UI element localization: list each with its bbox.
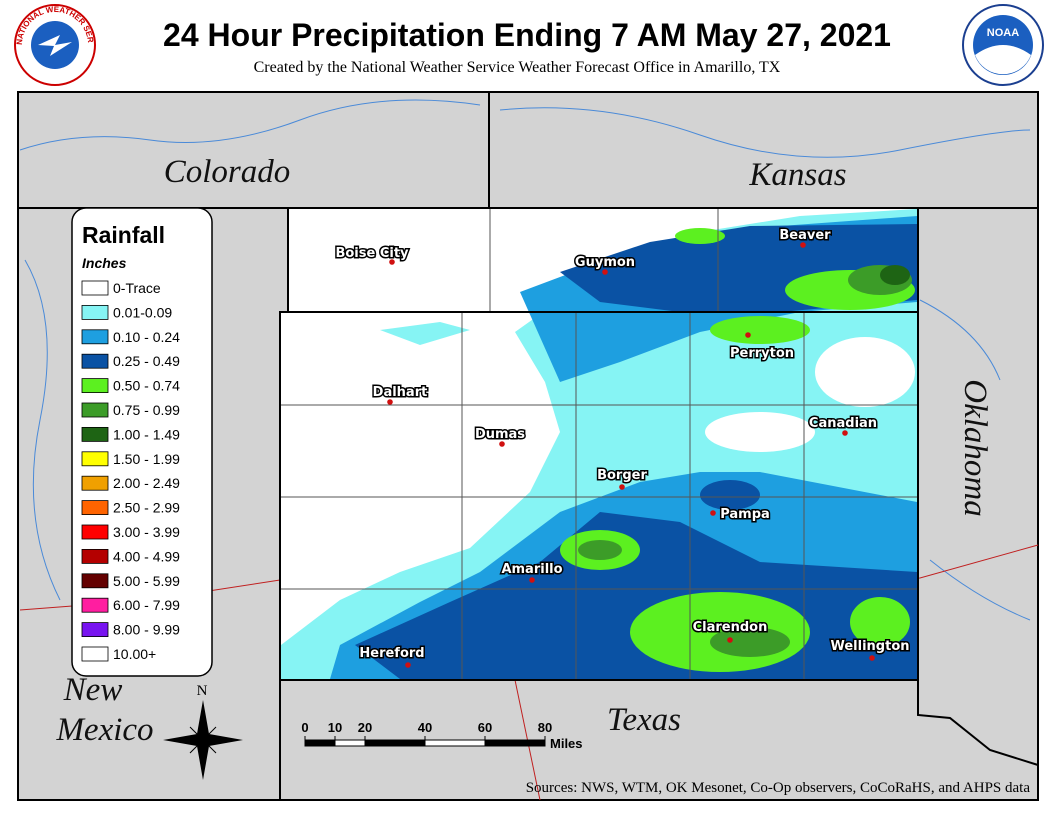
compass-label: N [197,683,208,699]
city-dot [842,430,848,436]
city-label: Clarendon [693,620,768,635]
legend-swatch [81,549,109,564]
city-label: Hereford [359,646,424,661]
legend-label: 6.00 - 7.99 [113,597,180,613]
legend-label: 0.25 - 0.49 [113,353,180,369]
city-label: Perryton [730,346,794,361]
legend-swatch [81,353,109,369]
city-dot [869,655,875,661]
legend-label: 10.00+ [113,646,156,662]
state-label: New Mexico [55,672,153,748]
legend-title: Rainfall [82,222,165,248]
city-dot [405,662,411,668]
city-dot [499,441,505,447]
legend-label: 8.00 - 9.99 [113,622,180,638]
scale-tick-label: 0 [301,720,308,735]
noaa-logo: NOAA [962,4,1044,86]
city-dot [710,510,716,516]
state-label: Oklahoma [957,379,993,516]
scale-tick-label: 40 [418,720,432,735]
legend-swatch [81,597,109,613]
legend-label: 1.50 - 1.99 [113,451,180,467]
legend: Rainfall Inches 0-Trace 0.01-0.09 0.10 - 0… [71,207,213,677]
legend-swatch [81,573,109,589]
legend-swatch [81,280,109,296]
legend-label: 1.00 - 1.49 [113,426,180,442]
legend-label: 3.00 - 3.99 [113,524,180,540]
city-label: Canadian [809,416,877,431]
legend-label: 0-Trace [113,280,161,296]
noaa-text: NOAA [987,27,1019,39]
city-label: Dumas [475,427,525,442]
state-label: Texas [607,702,681,738]
nws-logo: NATIONAL WEATHER SERVICE [0,0,96,86]
city-dot [602,269,608,275]
legend-swatch [81,304,109,320]
city-label: Dalhart [373,385,428,400]
city-label: Wellington [830,639,909,654]
state-label: Kansas [748,157,846,193]
legend-swatch [81,646,109,662]
city-dot [387,399,393,405]
city-dot [389,259,395,265]
city-dot [745,332,751,338]
legend-swatch [81,524,109,540]
scale-segment [334,739,366,747]
scale-units: Miles [550,736,583,751]
legend-label: 0.10 - 0.24 [113,329,180,345]
sources: Sources: NWS, WTM, OK Mesonet, Co-Op obs… [526,780,1031,796]
title: 24 Hour Precipitation Ending 7 AM May 27… [163,17,891,53]
legend-swatch [81,329,109,345]
cities: Boise City Guymon Beaver Perryton Dalhart Dum… [334,227,911,668]
scale-tick-label: 10 [328,720,342,735]
legend-swatch [81,426,109,442]
legend-swatch [81,451,109,467]
state-label: Colorado [164,154,291,190]
city-label: Amarillo [501,562,562,577]
legend-label: 5.00 - 5.99 [113,573,180,589]
legend-swatch [81,500,109,516]
city-label: Beaver [779,228,831,243]
legend-swatch [81,402,109,418]
subtitle: Created by the National Weather Service … [254,59,781,76]
legend-label: 0.75 - 0.99 [113,402,180,418]
compass: N [163,683,243,780]
scale-segment [304,739,336,747]
scale-tick-label: 20 [358,720,372,735]
scale-tick-label: 80 [538,720,552,735]
legend-swatch [81,622,109,637]
legend-label: 2.50 - 2.99 [113,500,180,516]
city-dot [529,577,535,583]
city-label: Borger [597,468,647,483]
legend-swatch [81,378,109,394]
city-label: Boise City [335,246,409,261]
legend-label: 2.00 - 2.49 [113,475,180,491]
city-dot [800,242,806,248]
city-dot [727,637,733,643]
legend-units: Inches [82,255,127,271]
legend-swatch [81,475,109,491]
scale-tick-label: 60 [478,720,492,735]
city-label: Pampa [720,507,770,522]
city-dot [619,484,625,490]
scale-bar: Miles 0 10 20 40 60 80 [301,720,582,751]
scale-segment [484,739,546,747]
scale-segment [424,739,486,747]
legend-label: 0.01-0.09 [113,304,172,320]
legend-label: 0.50 - 0.74 [113,378,180,394]
city-label: Guymon [575,255,635,270]
county-lines [280,208,918,680]
scale-segment [364,739,426,747]
legend-label: 4.00 - 4.99 [113,548,180,564]
